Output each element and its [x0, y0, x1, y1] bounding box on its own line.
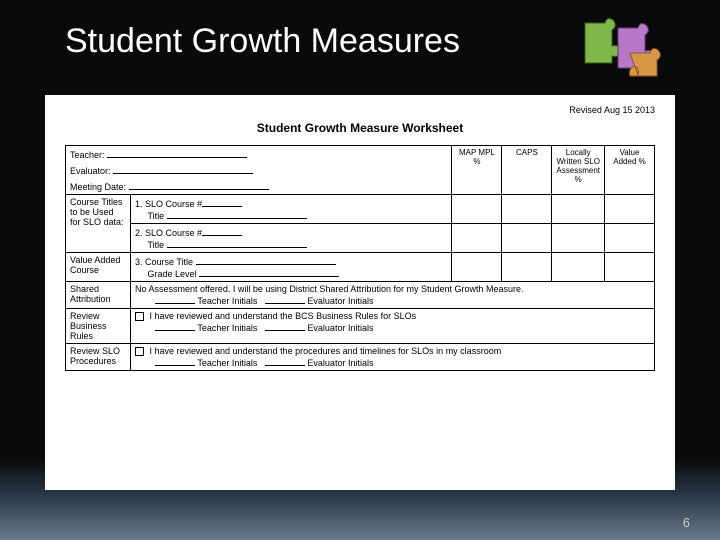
worksheet-heading: Student Growth Measure Worksheet [65, 121, 655, 135]
review-rules-text: I have reviewed and understand the BCS B… [150, 311, 417, 321]
checkbox-slo[interactable] [135, 347, 144, 356]
checkbox-rules[interactable] [135, 312, 144, 321]
slide-title: Student Growth Measures [65, 22, 460, 61]
revised-date: Revised Aug 15 2013 [65, 105, 655, 115]
teacher-initials-1: Teacher Initials [197, 296, 257, 306]
teacher-label: Teacher: [70, 150, 105, 160]
evaluator-label: Evaluator: [70, 166, 111, 176]
slo2-label: 2. SLO Course # [135, 228, 202, 238]
shared-attr-text: No Assessment offered. I will be using D… [135, 284, 524, 294]
shared-attr-label: Shared Attribution [66, 282, 131, 309]
slo2-title: Title [148, 240, 165, 250]
review-slo-label: Review SLO Procedures [66, 344, 131, 371]
review-rules-label: Review Business Rules [66, 309, 131, 344]
review-slo-text: I have reviewed and understand the proce… [150, 346, 502, 356]
col-map: MAP MPL % [452, 146, 502, 195]
slo1-title: Title [148, 211, 165, 221]
course-titles-label: Course Titles to be Used for SLO data: [66, 195, 131, 253]
teacher-initials-2: Teacher Initials [197, 323, 257, 333]
grade-level-label: Grade Level [148, 269, 197, 279]
evaluator-initials-3: Evaluator Initials [307, 358, 373, 368]
meeting-date-label: Meeting Date: [70, 182, 126, 192]
worksheet-table: Teacher: MAP MPL % CAPS Locally Written … [65, 145, 655, 371]
evaluator-initials-1: Evaluator Initials [307, 296, 373, 306]
course3-label: 3. Course Title [135, 257, 193, 267]
value-added-label: Value Added Course [66, 253, 131, 282]
slo1-label: 1. SLO Course # [135, 199, 202, 209]
col-locally: Locally Written SLO Assessment % [552, 146, 605, 195]
col-caps: CAPS [502, 146, 552, 195]
puzzle-icon [580, 8, 670, 88]
page-number: 6 [683, 515, 690, 530]
teacher-initials-3: Teacher Initials [197, 358, 257, 368]
worksheet-document: Revised Aug 15 2013 Student Growth Measu… [45, 95, 675, 490]
evaluator-initials-2: Evaluator Initials [307, 323, 373, 333]
col-value-added: Value Added % [605, 146, 655, 195]
